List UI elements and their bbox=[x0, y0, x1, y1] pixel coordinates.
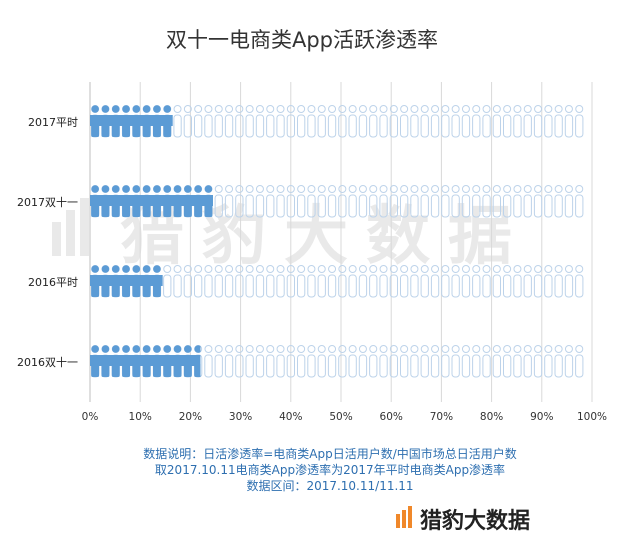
note-line-2: 取2017.10.11电商类App渗透率为2017年平时电商类App渗透率 bbox=[155, 462, 505, 477]
bar bbox=[90, 105, 584, 138]
bars bbox=[90, 105, 584, 378]
bar-fill bbox=[90, 105, 173, 137]
x-tick-label: 70% bbox=[430, 411, 453, 423]
brand-text: 猎豹大数据 bbox=[420, 508, 530, 534]
category-labels: 2017平时 2017双十一 2016平时 2016双十一 bbox=[17, 116, 78, 369]
x-tick-label: 0% bbox=[82, 411, 99, 423]
bar-fill bbox=[90, 265, 163, 297]
bar-fill bbox=[90, 345, 201, 377]
x-tick-label: 10% bbox=[129, 411, 152, 423]
note-line-1: 数据说明：日活渗透率=电商类App日活用户数/中国市场总日活用户数 bbox=[143, 446, 517, 461]
category-label: 2016双十一 bbox=[17, 355, 78, 369]
chart-title: 双十一电商类App活跃渗透率 bbox=[166, 28, 438, 52]
x-tick-label: 20% bbox=[179, 411, 202, 423]
data-notes: 数据说明：日活渗透率=电商类App日活用户数/中国市场总日活用户数 取2017.… bbox=[143, 446, 517, 493]
bar-fill bbox=[90, 185, 213, 217]
category-label: 2017平时 bbox=[28, 116, 78, 129]
x-tick-label: 40% bbox=[279, 411, 302, 423]
x-tick-label: 60% bbox=[380, 411, 403, 423]
category-label: 2017双十一 bbox=[17, 195, 78, 209]
category-label: 2016平时 bbox=[28, 276, 78, 289]
bar bbox=[90, 265, 584, 298]
x-tick-label: 80% bbox=[480, 411, 503, 423]
x-tick-label: 30% bbox=[229, 411, 252, 423]
x-axis-ticks: 0% 10% 20% 30% 40% 50% 60% 70% 80% 90% 100% bbox=[82, 411, 607, 423]
x-tick-label: 90% bbox=[530, 411, 553, 423]
x-tick-label: 100% bbox=[577, 411, 607, 423]
brand-logo: 猎豹大数据 bbox=[396, 506, 530, 534]
bar bbox=[90, 345, 584, 378]
bar bbox=[90, 185, 584, 218]
watermark-logo-icon bbox=[52, 198, 89, 256]
note-line-3: 数据区间：2017.10.11/11.11 bbox=[246, 478, 413, 493]
x-tick-label: 50% bbox=[329, 411, 352, 423]
brand-logo-icon bbox=[396, 506, 412, 528]
